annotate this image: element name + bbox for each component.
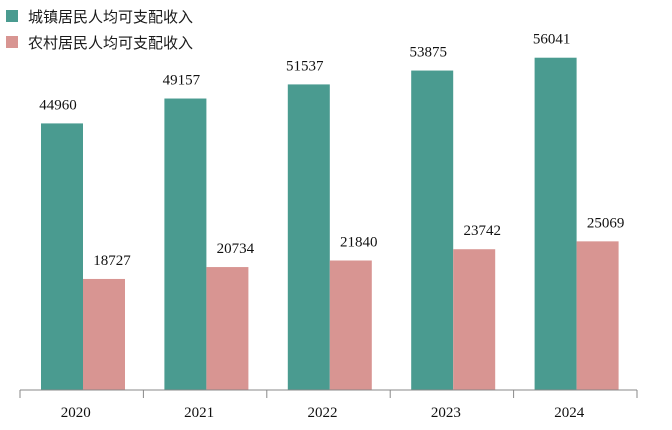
legend: 城镇居民人均可支配收入 农村居民人均可支配收入: [4, 3, 193, 55]
x-tick-label-2023: 2023: [431, 405, 461, 421]
data-label-urban-2021: 49157: [163, 73, 201, 89]
data-label-rural-2022: 21840: [340, 235, 378, 251]
legend-swatch-rural: [6, 36, 18, 48]
bar-rural-2020: [83, 278, 125, 390]
bar-urban-2024: [534, 57, 577, 391]
legend-item-urban: 城镇居民人均可支配收入: [4, 3, 193, 29]
bar-rural-2022: [329, 260, 372, 390]
data-label-urban-2020: 44960: [39, 97, 77, 113]
legend-label-urban: 城镇居民人均可支配收入: [28, 7, 194, 26]
bar-rural-2024: [576, 241, 619, 390]
data-label-urban-2023: 53875: [409, 45, 447, 61]
x-tick-label-2024: 2024: [554, 405, 585, 421]
bar-rural-2023: [453, 249, 496, 390]
bar-rural-2021: [206, 267, 249, 390]
bar-urban-2022: [287, 84, 330, 390]
data-label-rural-2023: 23742: [463, 223, 501, 239]
data-label-rural-2021: 20734: [217, 241, 255, 257]
bar-urban-2023: [411, 70, 454, 390]
x-tick-label-2021: 2021: [184, 405, 214, 421]
bar-urban-2021: [164, 98, 207, 390]
data-label-urban-2022: 51537: [286, 58, 324, 74]
legend-label-rural: 农村居民人均可支配收入: [28, 33, 194, 52]
x-tick-label-2022: 2022: [308, 405, 338, 421]
data-label-rural-2024: 25069: [587, 215, 625, 231]
x-tick-label-2020: 2020: [61, 405, 91, 421]
data-label-urban-2024: 56041: [533, 32, 571, 48]
data-label-rural-2020: 18727: [93, 253, 131, 269]
legend-item-rural: 农村居民人均可支配收入: [4, 29, 193, 55]
bar-urban-2020: [41, 123, 83, 391]
legend-swatch-urban: [6, 10, 18, 22]
